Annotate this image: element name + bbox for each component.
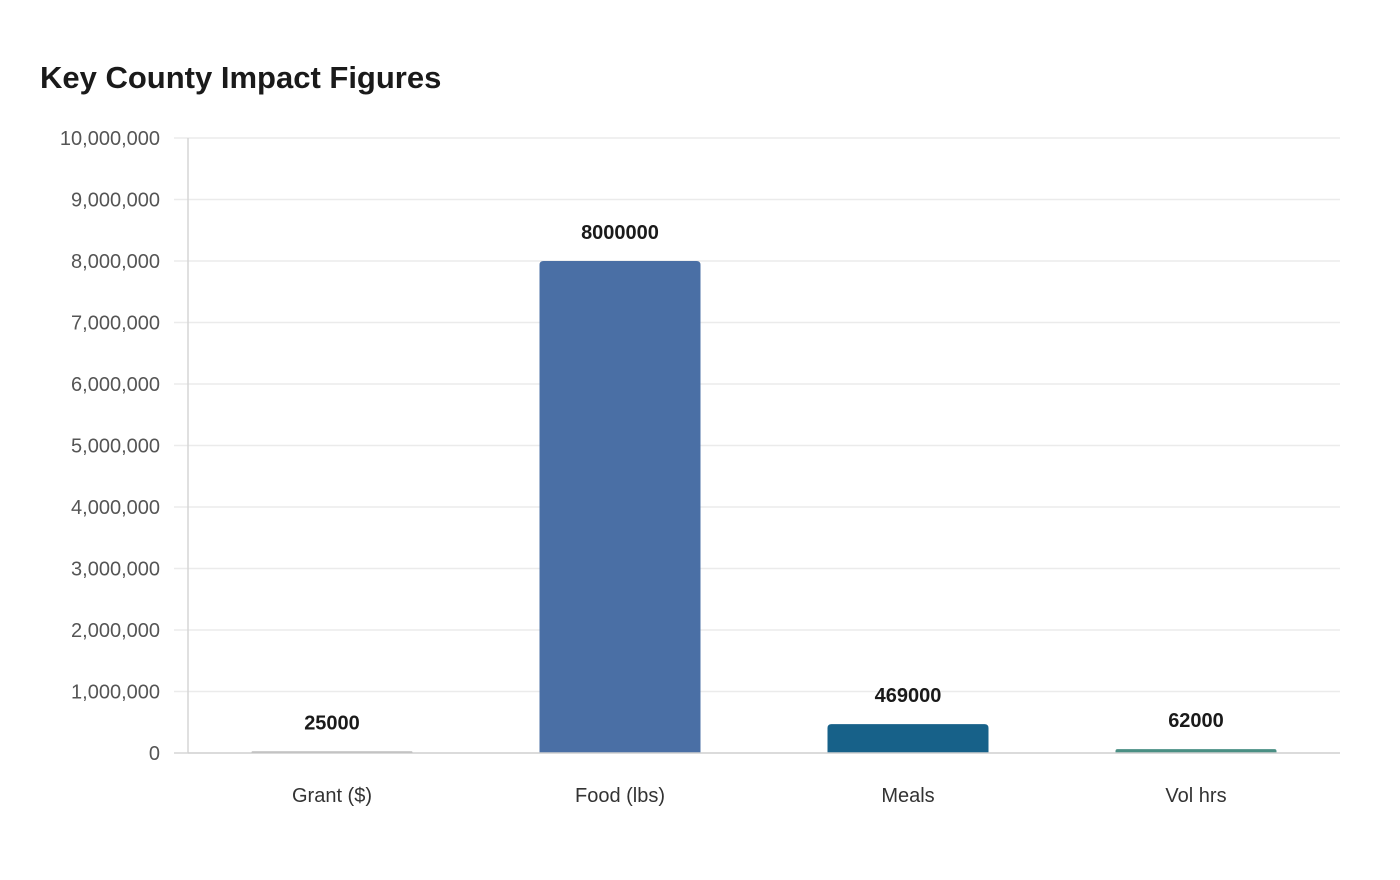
x-tick-label: Vol hrs: [1165, 785, 1226, 807]
y-tick-label: 3,000,000: [71, 559, 160, 581]
x-tick-label: Grant ($): [292, 785, 372, 807]
bar: [1115, 749, 1277, 753]
data-label: 62000: [1168, 710, 1224, 732]
chart-title: Key County Impact Figures: [40, 60, 442, 95]
x-tick-label: Meals: [881, 785, 934, 807]
data-label: 8000000: [581, 222, 659, 244]
y-tick-label: 1,000,000: [71, 682, 160, 704]
data-label: 25000: [304, 712, 360, 734]
bar: [539, 261, 701, 753]
y-tick-label: 7,000,000: [71, 313, 160, 335]
x-tick-label: Food (lbs): [575, 785, 665, 807]
y-tick-label: 10,000,000: [60, 128, 160, 150]
bar: [827, 724, 989, 753]
y-tick-label: 9,000,000: [71, 190, 160, 212]
y-tick-label: 6,000,000: [71, 374, 160, 396]
y-tick-label: 0: [149, 743, 160, 765]
y-tick-label: 2,000,000: [71, 620, 160, 642]
y-tick-label: 5,000,000: [71, 436, 160, 458]
y-tick-label: 4,000,000: [71, 497, 160, 519]
y-tick-label: 8,000,000: [71, 251, 160, 273]
data-label: 469000: [875, 685, 942, 707]
